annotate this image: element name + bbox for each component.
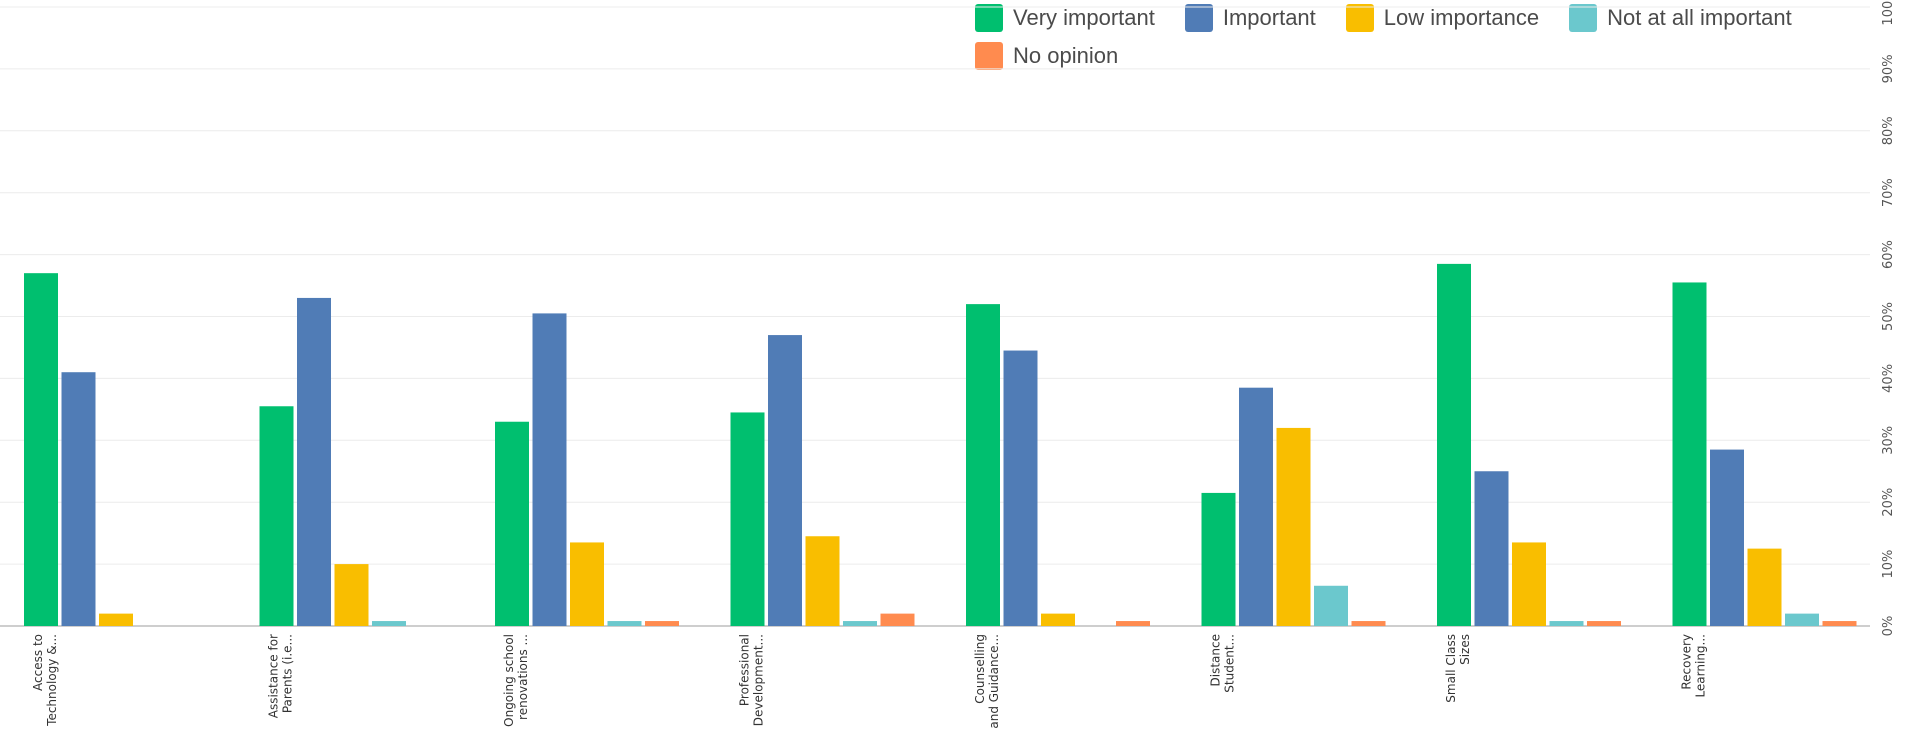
legend-swatch: [1184, 4, 1213, 32]
y-tick-label: 70%: [1881, 178, 1896, 207]
bar[interactable]: [730, 412, 765, 626]
legend-swatch: [1569, 4, 1598, 32]
bar[interactable]: [334, 564, 369, 626]
y-tick-label: 40%: [1881, 364, 1896, 393]
bar[interactable]: [1116, 621, 1150, 626]
category-label: Professional: [738, 634, 752, 706]
bar[interactable]: [1437, 263, 1471, 626]
bar[interactable]: [1747, 548, 1782, 626]
bar[interactable]: [843, 621, 877, 626]
bar[interactable]: [1239, 387, 1273, 626]
category-label: Technology &...: [45, 634, 59, 727]
y-tick-label: 0%: [1881, 616, 1896, 637]
bar[interactable]: [1822, 621, 1857, 626]
legend-item[interactable]: Low importance: [1345, 4, 1540, 32]
category-label: Development...: [752, 634, 766, 726]
category-label: and Guidance...: [987, 634, 1001, 729]
category-label: Ongoing school: [502, 634, 516, 727]
legend-item[interactable]: Very important: [975, 4, 1155, 32]
category-label: Parents (i.e...: [281, 634, 295, 713]
bar[interactable]: [570, 542, 604, 626]
bar[interactable]: [645, 621, 679, 626]
bar[interactable]: [1314, 585, 1348, 626]
category-label: Distance: [1209, 634, 1223, 686]
category-label: Recovery: [1680, 634, 1694, 690]
category-label: renovations ...: [516, 634, 530, 720]
bar[interactable]: [768, 335, 802, 626]
bar[interactable]: [1672, 282, 1707, 626]
legend-label: Not at all important: [1607, 5, 1792, 30]
bar[interactable]: [805, 536, 840, 626]
category-label: Student...: [1223, 634, 1237, 693]
bar[interactable]: [1587, 621, 1621, 626]
legend-label: Very important: [1013, 5, 1155, 30]
category-label: Sizes: [1458, 634, 1472, 665]
legend-item[interactable]: Not at all important: [1569, 4, 1792, 32]
legend-swatch: [975, 42, 1003, 70]
category-labels: Access to Technology &... Assistance for Pa…: [31, 634, 1708, 729]
legend-label: Important: [1222, 5, 1316, 30]
y-tick-label: 50%: [1881, 302, 1896, 331]
y-tick-label: 10%: [1881, 550, 1896, 579]
legend-label: Low importance: [1383, 5, 1540, 30]
y-tick-label: 80%: [1881, 116, 1896, 145]
bar[interactable]: [1201, 492, 1236, 626]
bar[interactable]: [1512, 542, 1546, 626]
category-label: Access to: [31, 634, 45, 691]
bar[interactable]: [1041, 613, 1075, 626]
bar[interactable]: [1710, 449, 1744, 626]
bar[interactable]: [1474, 471, 1509, 626]
bar[interactable]: [259, 406, 294, 626]
legend-item[interactable]: Important: [1184, 4, 1316, 32]
y-tick-label: 60%: [1881, 240, 1896, 269]
bar[interactable]: [966, 304, 1000, 626]
legend-swatch: [975, 4, 1003, 32]
legend: Very important Important Low importance Not…: [975, 4, 1875, 70]
y-tick-label: 30%: [1881, 426, 1896, 455]
category-label: Learning...: [1694, 634, 1708, 698]
bar[interactable]: [297, 297, 331, 626]
bar[interactable]: [1785, 613, 1819, 626]
legend-swatch: [1345, 4, 1374, 32]
category-label: Assistance for: [267, 634, 281, 718]
bar[interactable]: [372, 621, 406, 626]
y-tick-label: 100%: [1881, 0, 1896, 26]
legend-label: No opinion: [1013, 43, 1119, 68]
bar[interactable]: [1003, 350, 1038, 626]
bar[interactable]: [495, 421, 529, 626]
y-tick-label: 20%: [1881, 488, 1896, 517]
category-label: Small Class: [1444, 634, 1458, 703]
bar[interactable]: [607, 621, 642, 626]
bar[interactable]: [1549, 621, 1584, 626]
bar[interactable]: [99, 613, 133, 626]
y-tick-label: 90%: [1881, 54, 1896, 83]
bar[interactable]: [61, 372, 96, 626]
bar[interactable]: [532, 313, 567, 626]
legend-item[interactable]: No opinion: [975, 42, 1118, 70]
category-label: Counselling: [973, 634, 987, 704]
bar[interactable]: [880, 613, 915, 626]
bars: [24, 263, 1857, 626]
bar[interactable]: [1351, 621, 1386, 626]
bar[interactable]: [24, 273, 58, 626]
axis: 0% 10% 20% 30% 40% 50% 60% 70% 80% 90% 100%: [1881, 0, 1896, 636]
bar[interactable]: [1276, 427, 1311, 626]
